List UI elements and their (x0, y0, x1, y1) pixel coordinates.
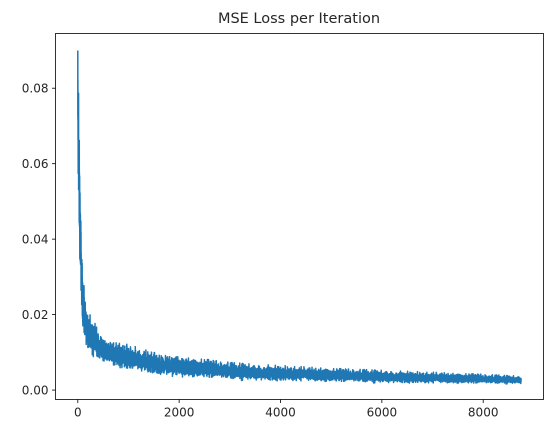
y-tick-label: 0.00 (22, 383, 49, 397)
series-layer (77, 50, 522, 385)
plot-frame (55, 33, 544, 400)
x-tick-label: 0 (74, 406, 82, 420)
x-tick-label: 4000 (265, 406, 296, 420)
x-tick-label: 8000 (468, 406, 499, 420)
x-tick-label: 2000 (164, 406, 195, 420)
chart-title: MSE Loss per Iteration (218, 11, 380, 27)
y-tick-label: 0.06 (22, 157, 49, 171)
y-tick-label: 0.02 (22, 308, 49, 322)
y-tick-label: 0.08 (22, 82, 49, 96)
series-line-0 (77, 50, 522, 385)
x-tick-label: 6000 (367, 406, 398, 420)
y-tick-label: 0.04 (22, 232, 49, 246)
axes-layer: 0 2000 4000 6000 8000 0.00 0.02 0.04 0.06 0.08 (22, 33, 544, 420)
